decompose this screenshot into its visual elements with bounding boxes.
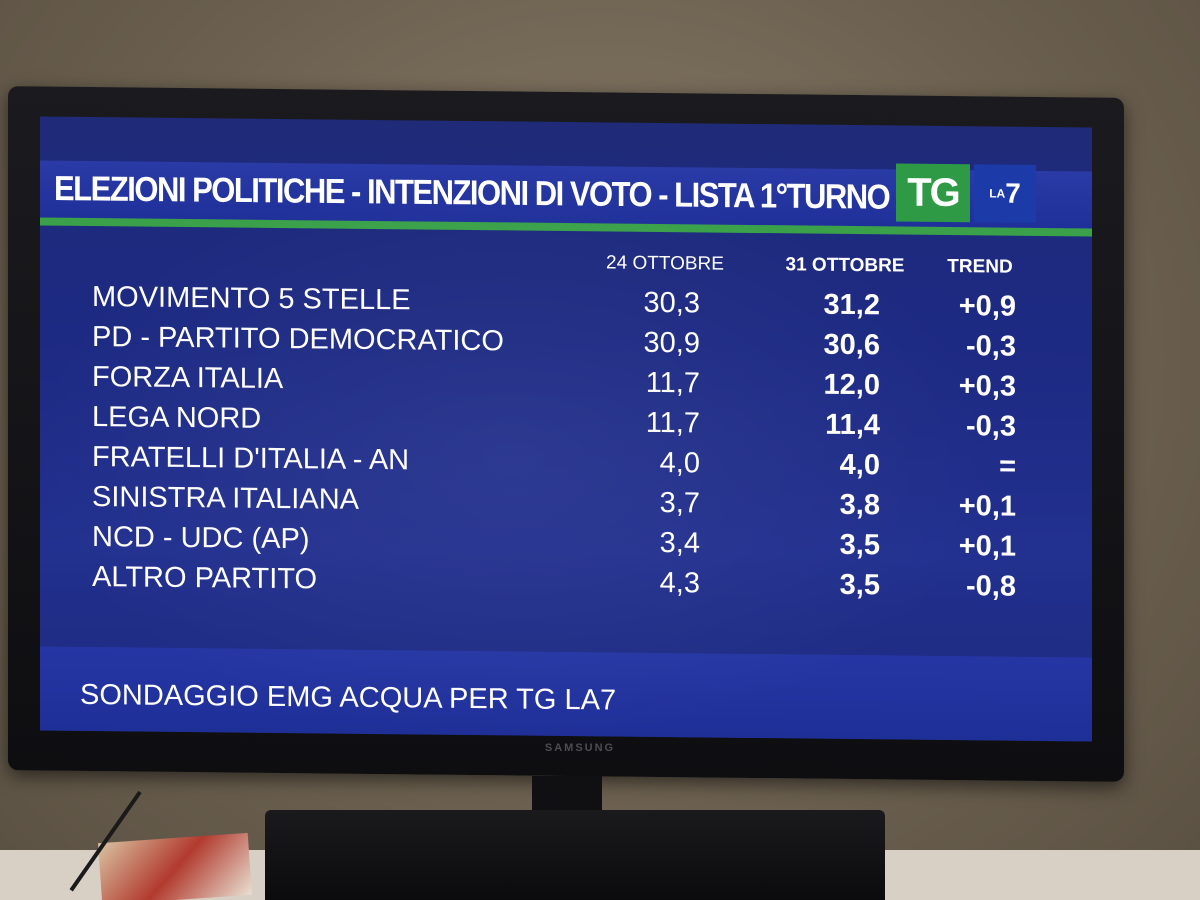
trend-value: -0,3 [966, 330, 1016, 363]
value-31-ottobre: 11,4 [825, 408, 880, 442]
value-31-ottobre: 3,8 [839, 488, 880, 522]
party-name: MOVIMENTO 5 STELLE [92, 281, 411, 317]
logo-la: LA [989, 186, 1006, 201]
tg-la7-logo: TG LA7 [896, 163, 1036, 223]
value-31-ottobre: 30,6 [823, 328, 880, 362]
tv-stand-base [265, 810, 885, 900]
party-name: NCD - UDC (AP) [92, 521, 310, 556]
value-31-ottobre: 3,5 [839, 528, 880, 562]
value-24-ottobre: 30,9 [643, 326, 700, 360]
column-header-31-ottobre: 31 OTTOBRE [785, 254, 905, 277]
party-name: PD - PARTITO DEMOCRATICO [92, 321, 504, 358]
tv-brand-label: SAMSUNG [544, 742, 616, 754]
value-24-ottobre: 4,0 [659, 446, 700, 480]
column-header-trend: TREND [947, 255, 1013, 278]
tv-screen: ELEZIONI POLITICHE - INTENZIONI DI VOTO … [40, 116, 1092, 742]
magazine [98, 832, 252, 900]
value-24-ottobre: 3,4 [659, 526, 700, 560]
logo-la7: LA7 [974, 164, 1036, 223]
trend-value: +0,1 [958, 490, 1016, 523]
value-24-ottobre: 11,7 [645, 406, 700, 440]
trend-value: -0,3 [966, 410, 1016, 443]
value-31-ottobre: 4,0 [839, 448, 880, 482]
poll-source-caption: SONDAGGIO EMG ACQUA PER TG LA7 [80, 678, 617, 717]
logo-seven: 7 [1005, 177, 1021, 209]
party-name: SINISTRA ITALIANA [92, 481, 359, 516]
logo-tg: TG [896, 163, 970, 223]
value-24-ottobre: 3,7 [659, 486, 700, 520]
value-24-ottobre: 4,3 [659, 566, 700, 600]
trend-value: -0,8 [966, 570, 1016, 603]
party-name: ALTRO PARTITO [92, 561, 318, 596]
trend-value: +0,1 [958, 530, 1016, 563]
party-name: LEGA NORD [92, 401, 262, 435]
trend-value: +0,9 [958, 290, 1016, 323]
party-name: FORZA ITALIA [92, 361, 284, 396]
value-31-ottobre: 3,5 [839, 568, 880, 602]
value-31-ottobre: 31,2 [823, 288, 880, 322]
column-header-24-ottobre: 24 OTTOBRE [606, 252, 724, 275]
trend-value: = [999, 450, 1016, 483]
trend-value: +0,3 [958, 370, 1016, 403]
value-31-ottobre: 12,0 [823, 368, 880, 402]
party-name: FRATELLI D'ITALIA - AN [92, 441, 410, 477]
value-24-ottobre: 11,7 [645, 366, 700, 400]
value-24-ottobre: 30,3 [643, 286, 700, 320]
poll-table: MOVIMENTO 5 STELLE 30,3 31,2 +0,9 PD - P… [40, 276, 1092, 607]
